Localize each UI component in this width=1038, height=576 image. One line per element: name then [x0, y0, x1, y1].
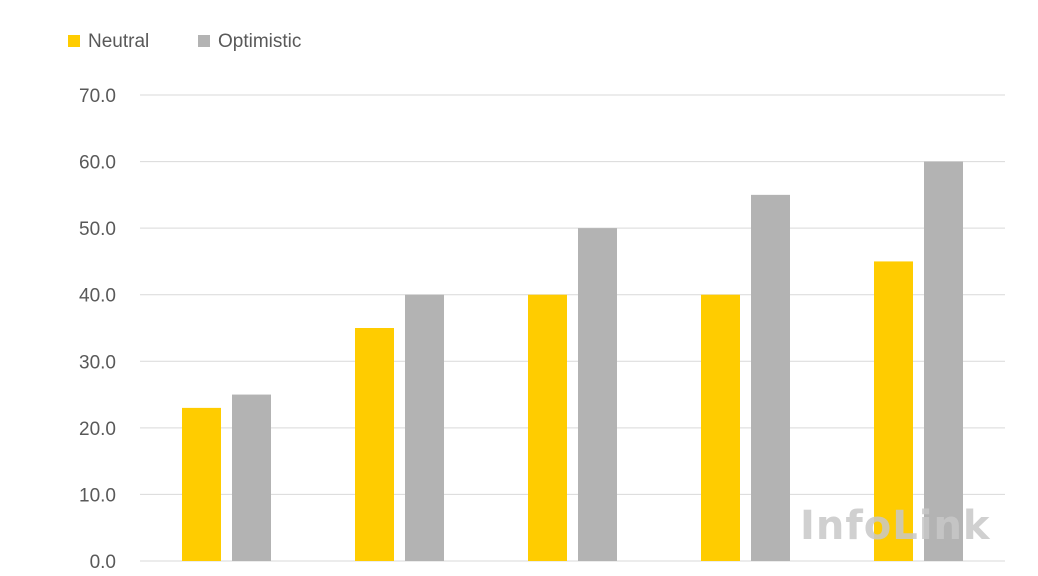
bar-optimistic-5 [924, 161, 963, 562]
legend: Neutral Optimistic [68, 31, 301, 52]
y-tick-label: 30.0 [79, 352, 116, 373]
legend-label-neutral: Neutral [88, 31, 149, 52]
legend-swatch-neutral [68, 35, 80, 47]
bar-neutral-2 [355, 328, 394, 561]
bar-neutral-5 [874, 261, 913, 561]
y-tick-label: 10.0 [79, 485, 116, 506]
gridlines [140, 94, 1005, 562]
y-axis: 0.0 10.0 20.0 30.0 40.0 50.0 60.0 70.0 [79, 86, 116, 573]
bars [182, 161, 963, 562]
bar-neutral-4 [701, 294, 740, 561]
legend-label-optimistic: Optimistic [218, 31, 301, 52]
bar-neutral-3 [528, 294, 567, 561]
bar-neutral-1 [182, 407, 221, 561]
bar-optimistic-1 [232, 394, 271, 561]
bar-optimistic-3 [578, 228, 617, 561]
watermark-text: InfoLink [800, 503, 991, 549]
y-tick-label: 20.0 [79, 419, 116, 440]
bar-optimistic-4 [751, 194, 790, 561]
legend-swatch-optimistic [198, 35, 210, 47]
y-tick-label: 50.0 [79, 219, 116, 240]
y-tick-label: 70.0 [79, 86, 116, 107]
y-tick-label: 40.0 [79, 286, 116, 307]
y-tick-label: 0.0 [90, 552, 116, 573]
bar-optimistic-2 [405, 294, 444, 561]
y-tick-label: 60.0 [79, 153, 116, 174]
